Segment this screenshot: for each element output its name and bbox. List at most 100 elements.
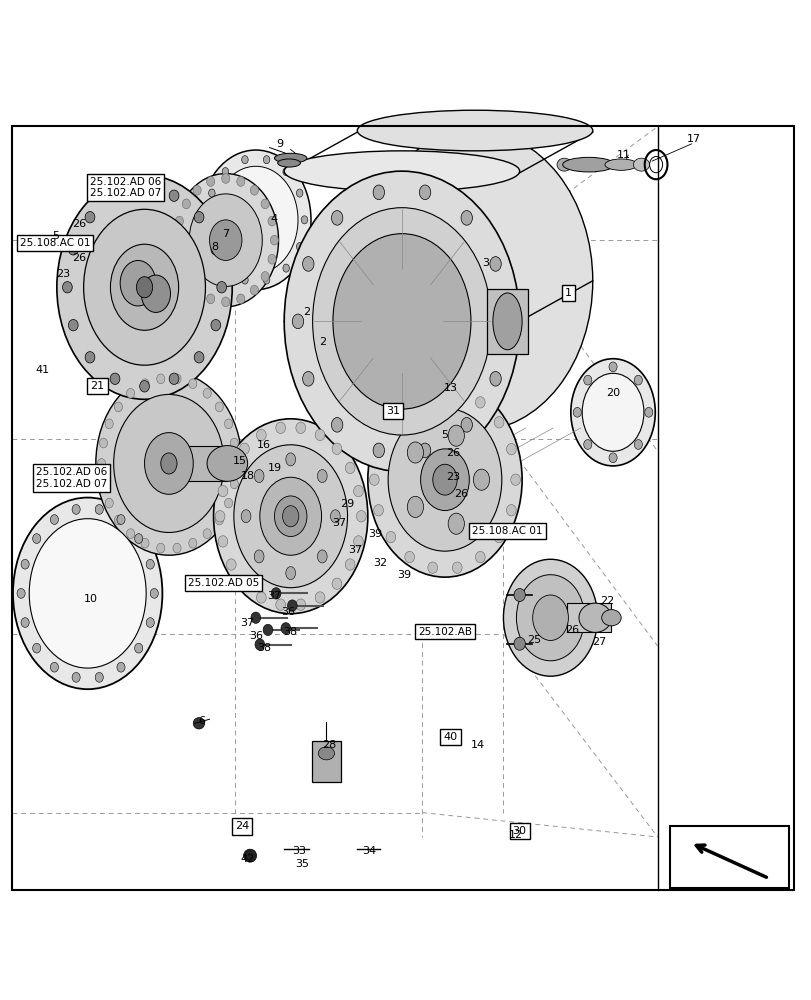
Ellipse shape bbox=[209, 220, 242, 260]
Text: 26: 26 bbox=[445, 448, 460, 458]
Ellipse shape bbox=[261, 272, 269, 281]
Ellipse shape bbox=[418, 443, 430, 458]
Ellipse shape bbox=[95, 672, 103, 682]
Ellipse shape bbox=[114, 394, 224, 532]
Ellipse shape bbox=[448, 425, 464, 446]
Ellipse shape bbox=[110, 190, 120, 201]
Ellipse shape bbox=[296, 243, 303, 251]
Ellipse shape bbox=[489, 371, 500, 386]
Text: 20: 20 bbox=[605, 388, 620, 398]
Text: 1: 1 bbox=[564, 288, 571, 298]
Text: 6: 6 bbox=[198, 716, 204, 726]
Text: 25.102.AD 06
25.102.AD 07: 25.102.AD 06 25.102.AD 07 bbox=[36, 467, 107, 489]
Ellipse shape bbox=[513, 637, 525, 650]
Ellipse shape bbox=[232, 459, 240, 468]
Ellipse shape bbox=[242, 276, 248, 284]
Ellipse shape bbox=[204, 216, 210, 224]
Ellipse shape bbox=[105, 419, 114, 429]
Text: 27: 27 bbox=[591, 637, 606, 647]
Ellipse shape bbox=[292, 314, 303, 329]
Ellipse shape bbox=[250, 185, 258, 195]
Ellipse shape bbox=[218, 485, 228, 497]
Ellipse shape bbox=[373, 443, 383, 455]
Ellipse shape bbox=[221, 174, 230, 183]
Text: 38: 38 bbox=[256, 643, 271, 653]
Ellipse shape bbox=[226, 462, 236, 474]
Ellipse shape bbox=[208, 243, 215, 251]
Ellipse shape bbox=[17, 589, 25, 598]
Ellipse shape bbox=[120, 260, 156, 306]
Text: 42: 42 bbox=[240, 854, 255, 864]
Text: 13: 13 bbox=[443, 383, 457, 393]
Ellipse shape bbox=[448, 513, 464, 534]
Ellipse shape bbox=[405, 397, 414, 408]
Ellipse shape bbox=[494, 417, 504, 428]
Ellipse shape bbox=[268, 254, 276, 264]
Ellipse shape bbox=[503, 559, 597, 676]
Ellipse shape bbox=[353, 536, 363, 547]
Text: 37: 37 bbox=[332, 518, 346, 528]
Ellipse shape bbox=[215, 511, 225, 522]
Ellipse shape bbox=[146, 559, 154, 569]
Ellipse shape bbox=[139, 381, 149, 392]
Ellipse shape bbox=[127, 529, 135, 538]
Ellipse shape bbox=[127, 388, 135, 398]
Ellipse shape bbox=[194, 352, 204, 363]
Ellipse shape bbox=[570, 359, 654, 466]
Ellipse shape bbox=[461, 211, 472, 225]
Ellipse shape bbox=[500, 314, 511, 329]
Ellipse shape bbox=[139, 183, 149, 194]
Ellipse shape bbox=[260, 477, 321, 555]
Ellipse shape bbox=[237, 294, 245, 304]
Ellipse shape bbox=[373, 185, 384, 200]
Text: 39: 39 bbox=[397, 570, 411, 580]
Ellipse shape bbox=[224, 419, 232, 429]
Ellipse shape bbox=[532, 595, 568, 640]
Text: 26: 26 bbox=[453, 489, 468, 499]
Ellipse shape bbox=[562, 157, 614, 172]
Ellipse shape bbox=[239, 578, 249, 589]
Ellipse shape bbox=[241, 510, 251, 523]
Text: 5: 5 bbox=[52, 231, 58, 241]
Ellipse shape bbox=[32, 534, 41, 543]
Text: 8: 8 bbox=[212, 242, 218, 252]
Ellipse shape bbox=[345, 559, 354, 570]
Ellipse shape bbox=[141, 538, 149, 548]
Ellipse shape bbox=[475, 551, 485, 563]
Ellipse shape bbox=[432, 464, 457, 495]
Ellipse shape bbox=[330, 510, 340, 523]
Ellipse shape bbox=[96, 372, 242, 555]
Text: 26: 26 bbox=[72, 219, 87, 229]
Text: 35: 35 bbox=[294, 859, 309, 869]
Ellipse shape bbox=[369, 474, 379, 485]
Ellipse shape bbox=[85, 212, 95, 223]
Ellipse shape bbox=[427, 386, 437, 397]
Ellipse shape bbox=[452, 562, 461, 573]
Ellipse shape bbox=[144, 433, 193, 494]
Ellipse shape bbox=[105, 498, 114, 508]
Ellipse shape bbox=[489, 257, 500, 271]
Ellipse shape bbox=[427, 562, 437, 573]
Ellipse shape bbox=[173, 235, 181, 245]
Text: 37: 37 bbox=[348, 545, 363, 555]
Text: 39: 39 bbox=[367, 529, 382, 539]
Ellipse shape bbox=[72, 505, 80, 514]
Ellipse shape bbox=[332, 578, 341, 589]
Text: 23: 23 bbox=[445, 472, 460, 482]
Ellipse shape bbox=[224, 498, 232, 508]
Text: 37: 37 bbox=[240, 618, 255, 628]
Text: 36: 36 bbox=[248, 631, 263, 641]
Ellipse shape bbox=[150, 589, 158, 598]
Ellipse shape bbox=[332, 443, 341, 454]
Ellipse shape bbox=[277, 159, 300, 167]
Ellipse shape bbox=[331, 418, 342, 432]
Ellipse shape bbox=[84, 209, 205, 365]
Ellipse shape bbox=[200, 150, 311, 290]
Text: 4: 4 bbox=[271, 214, 277, 224]
Ellipse shape bbox=[188, 379, 196, 389]
Ellipse shape bbox=[357, 131, 592, 431]
Ellipse shape bbox=[284, 171, 519, 472]
Text: 24: 24 bbox=[234, 821, 249, 831]
Text: 25.102.AB: 25.102.AB bbox=[418, 627, 471, 637]
Text: 2: 2 bbox=[303, 307, 310, 317]
